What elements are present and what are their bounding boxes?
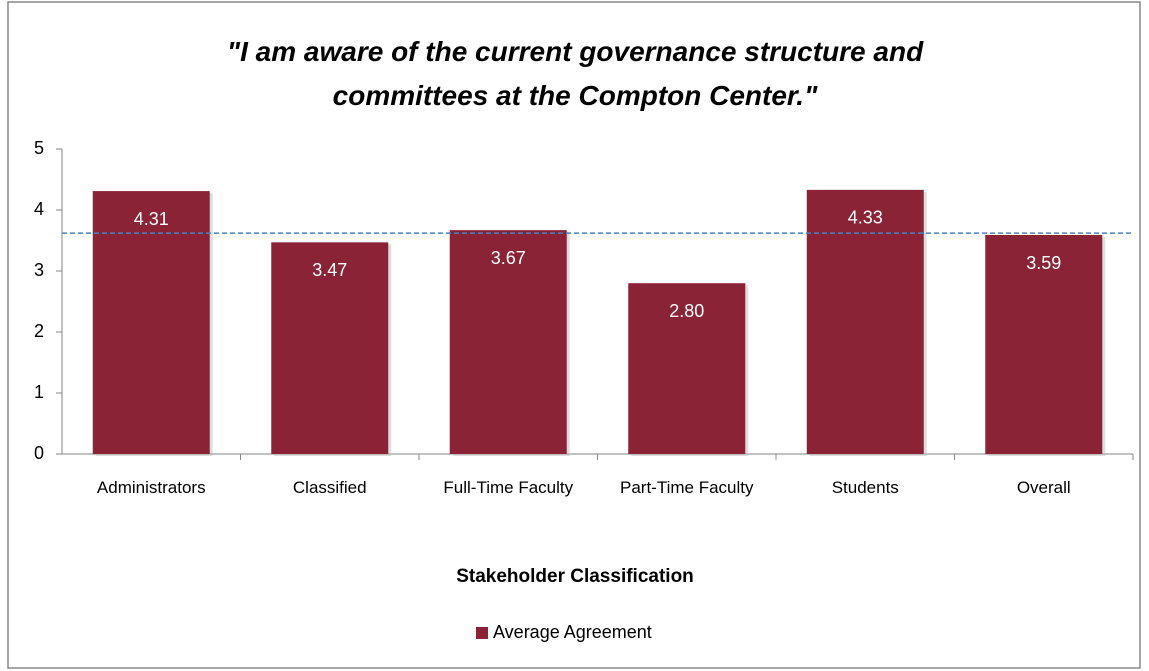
data-label: 3.59 [1026,253,1061,273]
bar [449,230,567,454]
x-tick-label: Administrators [96,478,206,497]
x-tick-label: Students [831,478,899,497]
bar [271,242,389,454]
x-tick-label: Part-Time Faculty [619,478,754,497]
legend-swatch [476,627,488,639]
bar [806,189,924,454]
y-tick-label: 1 [34,382,44,402]
data-label: 4.33 [848,208,883,228]
y-tick-label: 3 [34,260,44,280]
x-tick-label: Full-Time Faculty [443,478,574,497]
y-tick-label: 4 [34,199,44,219]
bar [985,235,1103,454]
y-tick-label: 2 [34,321,44,341]
bar [92,191,210,454]
y-tick-label: 0 [34,443,44,463]
data-label: 2.80 [669,301,704,321]
data-label: 4.31 [134,209,169,229]
x-axis-title: Stakeholder Classification [456,566,694,587]
x-tick-label: Classified [292,478,367,497]
legend-label: Average Agreement [493,622,652,642]
chart-title: "I am aware of the current governance st… [226,36,924,111]
bar [628,283,746,454]
y-tick-label: 5 [34,138,44,158]
x-tick-label: Overall [1016,478,1071,497]
data-label: 3.47 [312,260,347,280]
data-label: 3.67 [491,248,526,268]
